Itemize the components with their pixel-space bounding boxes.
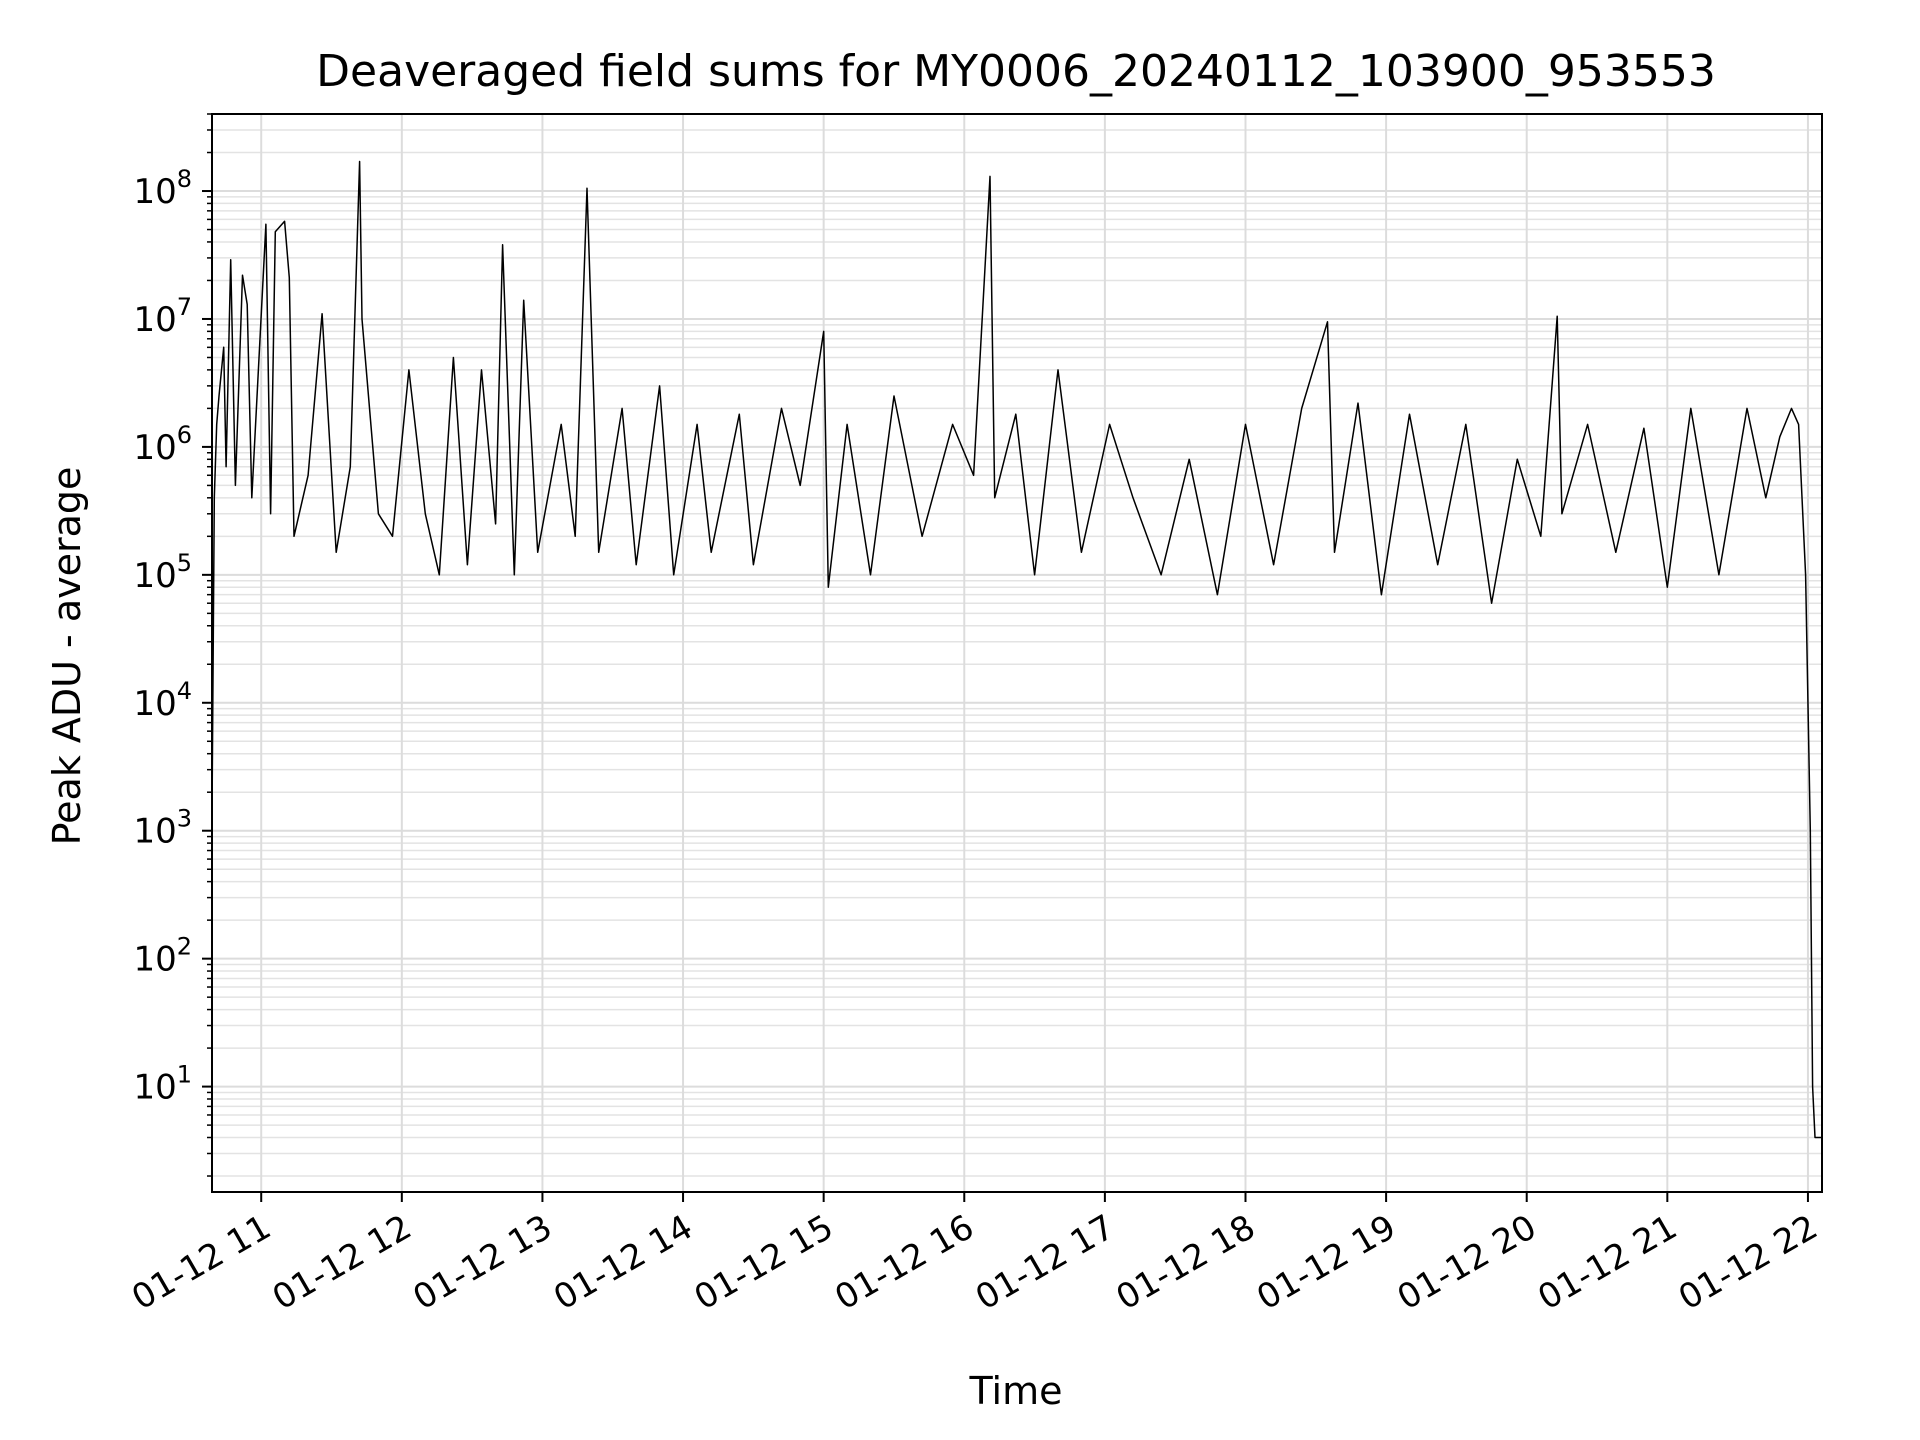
plot-frame bbox=[211, 113, 1823, 1193]
data-line bbox=[211, 160, 1822, 1139]
grid bbox=[212, 113, 1822, 1192]
y-tick-label: 103 bbox=[133, 805, 192, 852]
y-tick-label: 106 bbox=[133, 421, 192, 468]
chart-title: Deaveraged field sums for MY0006_2024011… bbox=[316, 46, 1716, 97]
y-tick-label: 107 bbox=[133, 293, 192, 340]
y-tick-label: 108 bbox=[133, 165, 192, 212]
y-tick-label: 105 bbox=[133, 549, 192, 596]
y-tick-label: 104 bbox=[133, 677, 192, 724]
y-axis-label: Peak ADU - average bbox=[45, 467, 89, 846]
y-tick-label: 101 bbox=[133, 1061, 192, 1108]
series-line bbox=[211, 160, 1822, 1139]
y-tick-label: 102 bbox=[133, 933, 192, 980]
axis-ticks bbox=[202, 113, 1809, 1202]
x-axis-label: Time bbox=[969, 1369, 1063, 1413]
